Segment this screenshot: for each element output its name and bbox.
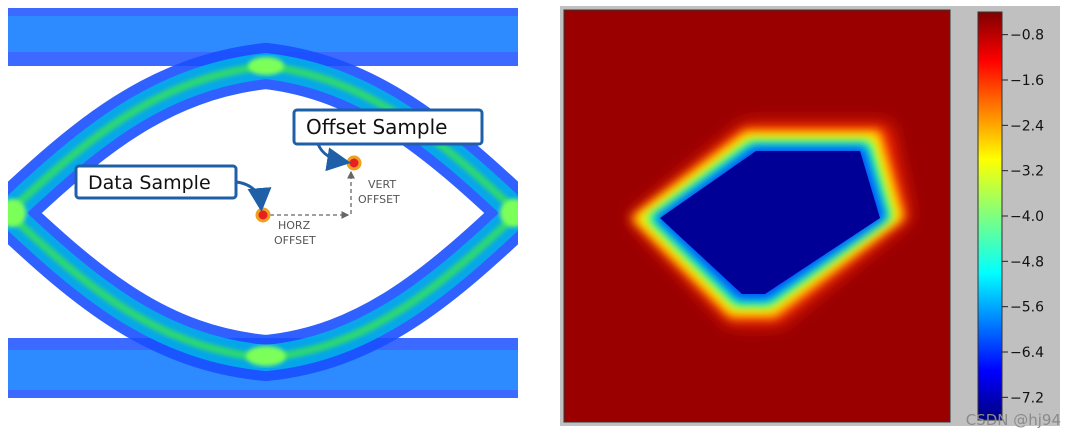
colorbar-tick-label: −2.4 [1010, 118, 1044, 134]
colorbar-tick-label: −5.6 [1010, 300, 1044, 316]
offset-sample-label: Offset Sample [306, 115, 447, 139]
horz-offset-label-1: HORZ [278, 219, 311, 232]
colorbar-tick-label: −4.8 [1010, 254, 1044, 270]
horz-offset-label-2: OFFSET [274, 234, 316, 247]
colorbar-tick-label: −7.2 [1010, 390, 1044, 406]
data-sample-label: Data Sample [88, 172, 211, 194]
offset-sample-callout [292, 108, 484, 146]
offset-sample-point [346, 155, 362, 171]
colorbar-ticks: −0.8 −1.6 −2.4 −3.2 −4.0 −4.8 −5.6 −6.4 −7.2 [1002, 28, 1044, 406]
colorbar: −0.8 −1.6 −2.4 −3.2 −4.0 −4.8 −5.6 −6.4 −7.2 [977, 11, 1044, 421]
heatmap-figure: −0.8 −1.6 −2.4 −3.2 −4.0 −4.8 −5.6 −6.4 −7.2 [560, 6, 1060, 426]
data-sample-point [255, 207, 271, 223]
offset-sample-arrow [316, 143, 351, 172]
colorbar-tick-label: −6.4 [1010, 345, 1044, 361]
colorbar-tick-label: −1.6 [1010, 73, 1044, 89]
vert-offset-label-2: OFFSET [358, 193, 400, 206]
eye-traces [8, 8, 518, 398]
watermark: CSDN @hj94 [965, 411, 1061, 429]
eye-diagram: VERT OFFSET HORZ OFFSET Data Sample Offs… [8, 8, 518, 398]
colorbar-tick-label: −4.0 [1010, 209, 1044, 225]
vert-offset-label-1: VERT [368, 178, 396, 191]
colorbar-tick-label: −0.8 [1010, 28, 1044, 44]
data-sample-arrow [235, 180, 272, 212]
colorbar-tick-label: −3.2 [1010, 164, 1044, 180]
heatmap-plot [563, 9, 951, 423]
